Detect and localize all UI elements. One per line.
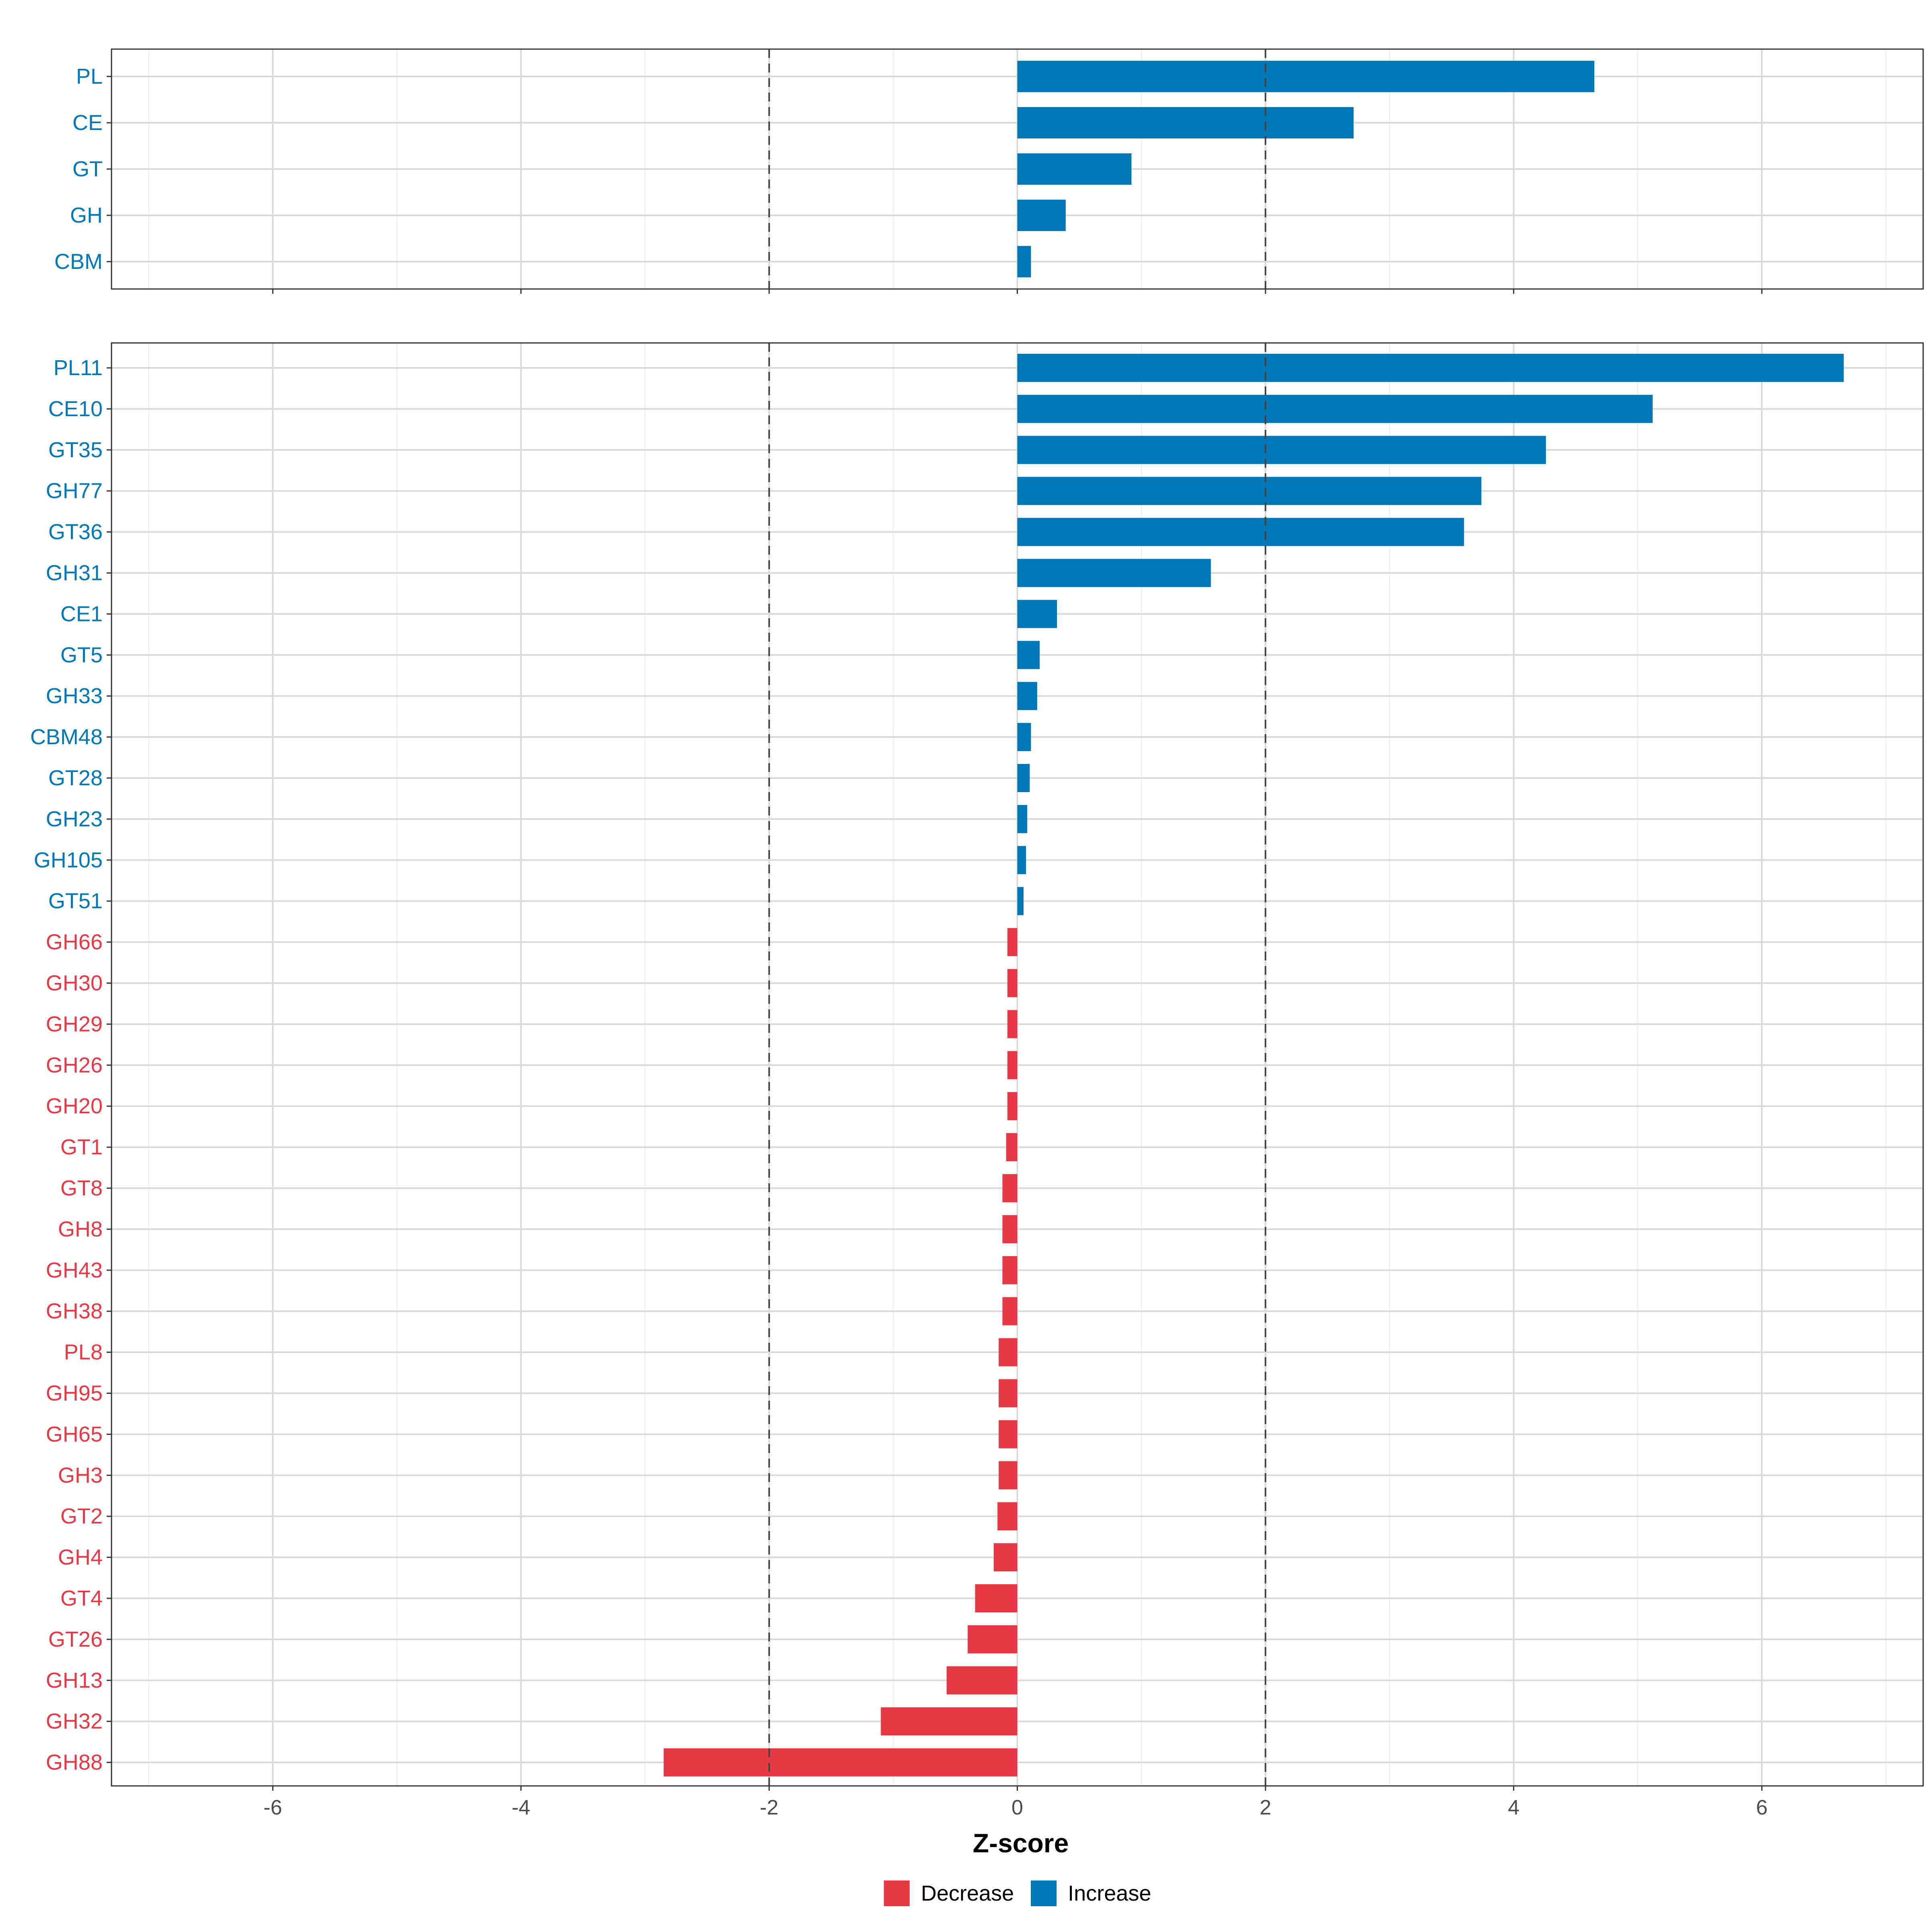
- x-tick-label: 2: [1260, 1796, 1271, 1819]
- label-gt: GT: [72, 157, 103, 181]
- label-gh32: GH32: [46, 1709, 103, 1734]
- legend-key-increase: [1031, 1880, 1057, 1906]
- bar-gh95: [999, 1379, 1018, 1408]
- label-gh20: GH20: [46, 1094, 103, 1118]
- legend-key-decrease: [884, 1880, 910, 1906]
- label-gt2: GT2: [60, 1504, 103, 1528]
- x-tick-label: 6: [1756, 1796, 1768, 1819]
- bar-gh88: [663, 1748, 1018, 1777]
- bar-gh30: [1007, 969, 1018, 997]
- label-ce1: CE1: [60, 602, 103, 626]
- bar-gh65: [999, 1420, 1018, 1449]
- label-gh31: GH31: [46, 561, 103, 585]
- label-cbm48: CBM48: [30, 725, 103, 749]
- label-pl11: PL11: [54, 356, 103, 380]
- label-gt1: GT1: [60, 1135, 103, 1159]
- bar-ce10: [1017, 394, 1653, 423]
- label-gh23: GH23: [46, 807, 103, 831]
- label-gh26: GH26: [46, 1053, 103, 1077]
- label-gh4: GH4: [58, 1545, 103, 1569]
- x-tick-label: -4: [512, 1796, 530, 1819]
- label-gh66: GH66: [46, 930, 103, 954]
- bar-gh33: [1017, 682, 1037, 710]
- bar-gt5: [1017, 641, 1040, 669]
- bar-gh105: [1017, 846, 1026, 874]
- bar-cbm48: [1017, 723, 1031, 751]
- label-gt5: GT5: [60, 643, 103, 667]
- bar-cbm: [1017, 246, 1031, 277]
- bar-gh66: [1007, 928, 1018, 956]
- label-pl: PL: [76, 64, 103, 89]
- bar-pl11: [1017, 354, 1844, 382]
- label-ce10: CE10: [48, 397, 103, 421]
- bar-gh8: [1002, 1215, 1018, 1243]
- label-gh105: GH105: [34, 848, 103, 872]
- panel-top: PL CE GT GH CBM: [54, 48, 1924, 294]
- bar-gh31: [1017, 559, 1211, 587]
- bar-gt35: [1017, 436, 1546, 464]
- label-gh8: GH8: [58, 1217, 103, 1241]
- bar-gh3: [999, 1461, 1018, 1490]
- bar-gh4: [993, 1543, 1018, 1572]
- label-gt4: GT4: [60, 1586, 103, 1610]
- bar-gt: [1017, 153, 1132, 185]
- x-axis-title: Z-score: [973, 1828, 1069, 1858]
- bar-gt51: [1017, 887, 1024, 915]
- label-gh65: GH65: [46, 1422, 103, 1446]
- label-pl8: PL8: [64, 1340, 103, 1364]
- label-gh13: GH13: [46, 1668, 103, 1693]
- bar-gt1: [1006, 1133, 1018, 1162]
- bar-gt8: [1002, 1174, 1018, 1202]
- label-cbm: CBM: [54, 250, 103, 274]
- legend: Decrease Increase: [884, 1880, 1151, 1906]
- x-tick-label: -6: [264, 1796, 282, 1819]
- label-gh43: GH43: [46, 1258, 103, 1282]
- panel-bottom: PL11 CE10 GT35 GH77 GT36 GH31 CE1 GT5 GH33 CBM48 G…: [30, 342, 1924, 1791]
- label-gh: GH: [70, 203, 103, 227]
- x-tick-label: 0: [1011, 1796, 1023, 1819]
- label-gh3: GH3: [58, 1463, 103, 1487]
- label-gh95: GH95: [46, 1381, 103, 1406]
- label-gt35: GT35: [48, 438, 103, 462]
- label-gh88: GH88: [46, 1750, 103, 1775]
- bar-gh26: [1007, 1051, 1018, 1080]
- bar-ce: [1017, 107, 1354, 138]
- bar-gh29: [1007, 1010, 1018, 1038]
- bar-gt28: [1017, 764, 1030, 792]
- label-gh29: GH29: [46, 1012, 103, 1036]
- legend-label-increase: Increase: [1068, 1881, 1151, 1905]
- legend-label-decrease: Decrease: [921, 1881, 1014, 1905]
- bar-gh20: [1007, 1092, 1018, 1121]
- bar-gh13: [946, 1666, 1018, 1695]
- label-ce: CE: [72, 111, 103, 135]
- x-axis: -6 -4 -2 0 2 4 6: [264, 1796, 1768, 1819]
- label-gh33: GH33: [46, 684, 103, 708]
- bar-pl8: [999, 1338, 1018, 1366]
- bar-gh43: [1002, 1256, 1018, 1284]
- bar-gh77: [1017, 477, 1482, 505]
- label-gt36: GT36: [48, 520, 103, 544]
- label-gt8: GT8: [60, 1176, 103, 1200]
- label-gt26: GT26: [48, 1627, 103, 1651]
- bar-ce1: [1017, 600, 1057, 628]
- bar-gt4: [975, 1584, 1018, 1612]
- bar-gh32: [881, 1707, 1018, 1736]
- label-gh30: GH30: [46, 971, 103, 995]
- label-gt28: GT28: [48, 766, 103, 790]
- bar-gh: [1017, 200, 1066, 231]
- label-gh77: GH77: [46, 479, 103, 503]
- label-gh38: GH38: [46, 1299, 103, 1323]
- bar-gh38: [1002, 1297, 1018, 1325]
- label-gt51: GT51: [48, 889, 103, 913]
- bar-gt2: [997, 1502, 1018, 1531]
- x-tick-label: -2: [760, 1796, 778, 1819]
- bar-gt36: [1017, 518, 1464, 546]
- bar-gt26: [968, 1625, 1018, 1653]
- bar-gh23: [1017, 805, 1028, 833]
- x-tick-label: 4: [1508, 1796, 1519, 1819]
- bar-pl: [1017, 61, 1595, 92]
